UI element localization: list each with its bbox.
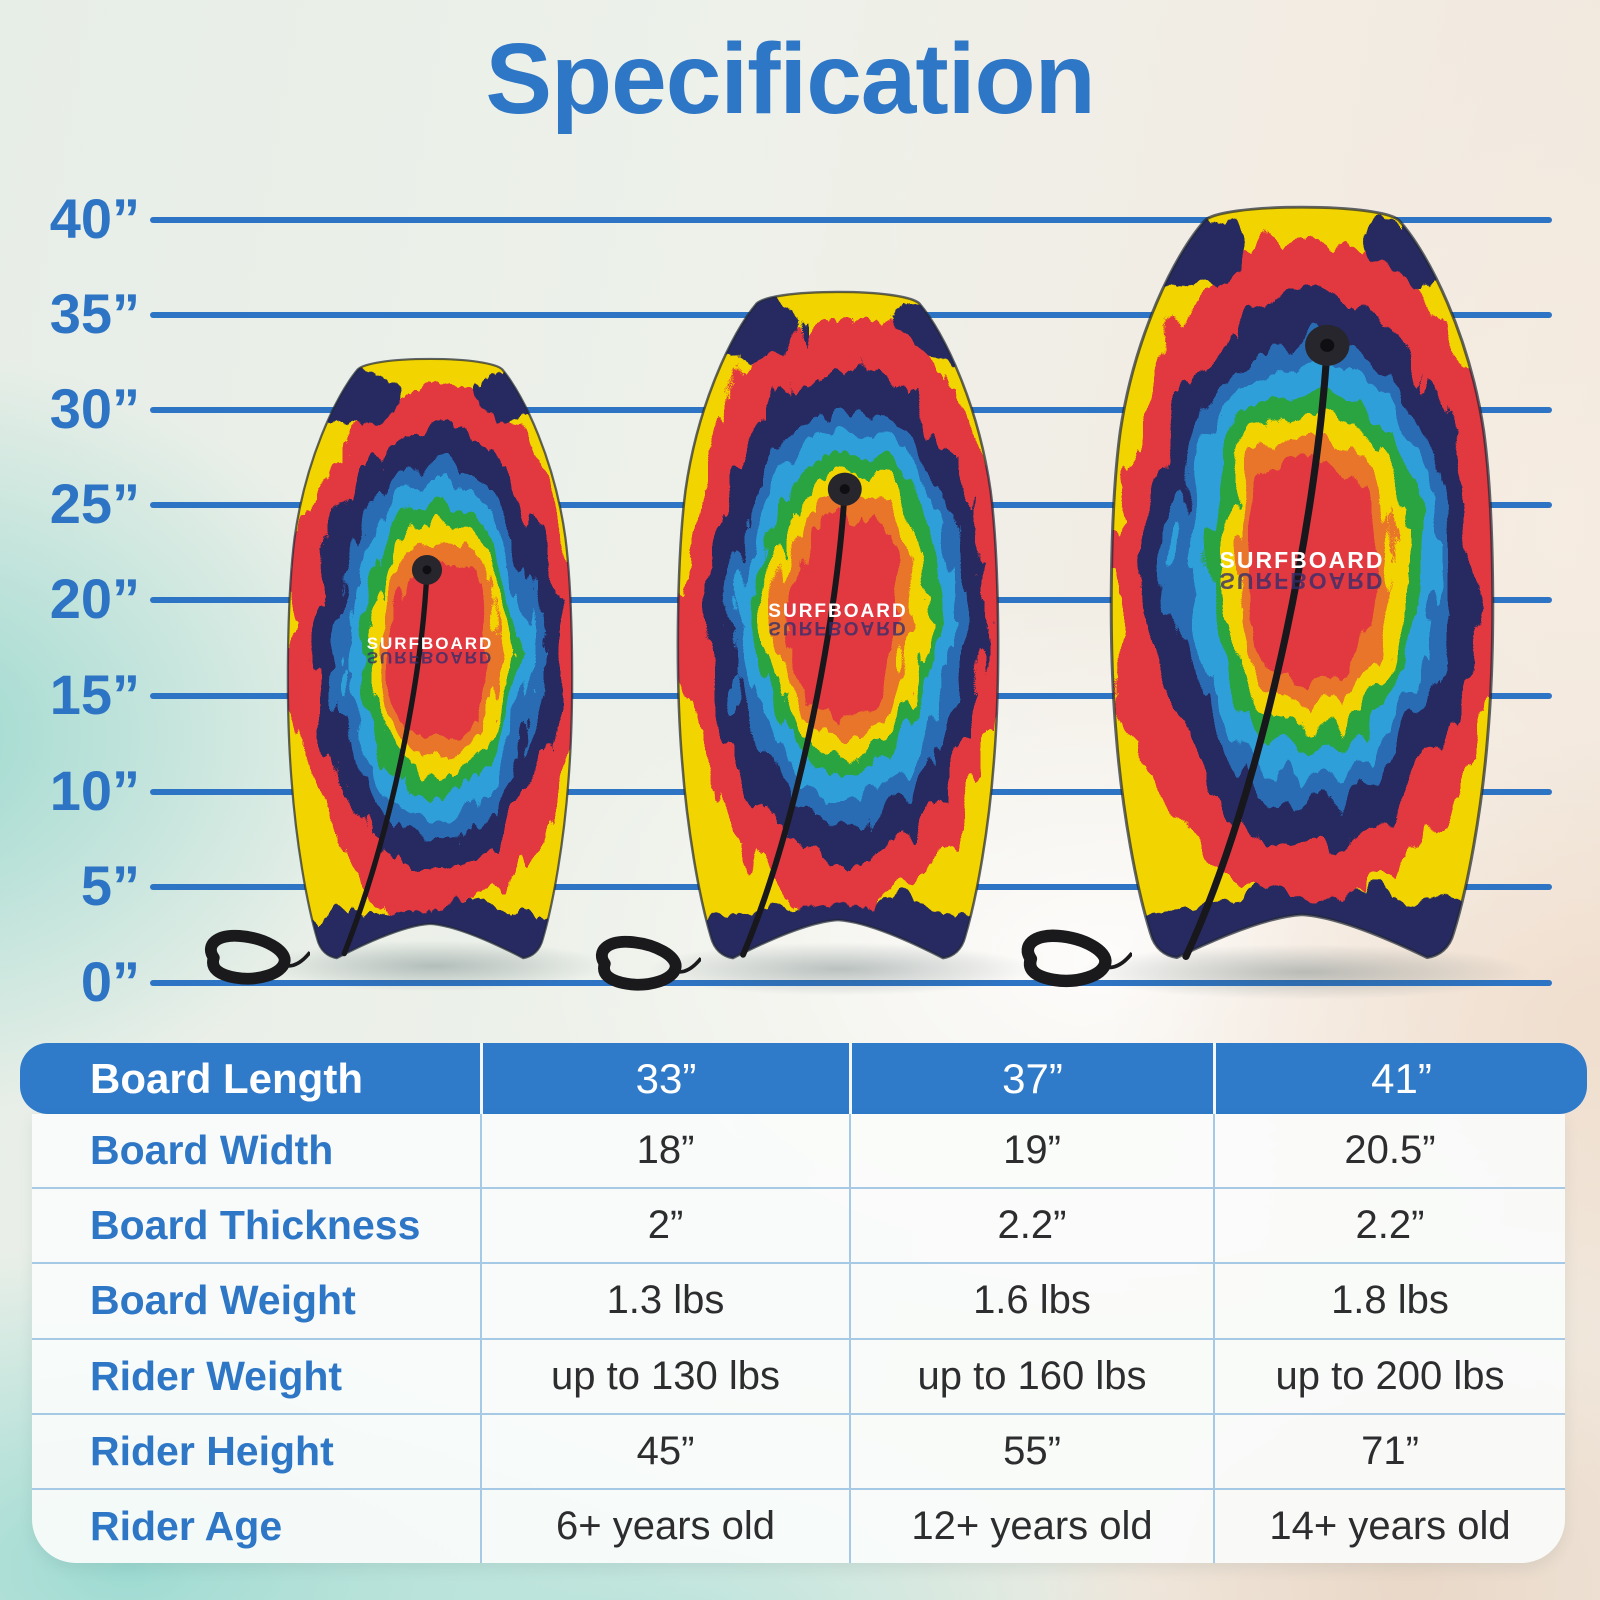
cell-value: 45” — [480, 1414, 849, 1488]
ruler-line — [150, 980, 1552, 986]
ruler-row: 0” — [0, 949, 1600, 1017]
spec-table-header: Board Length 33” 37” 41” — [20, 1043, 1587, 1114]
surfboard-logo-reflection: SURFBOARD — [768, 617, 908, 639]
row-label: Board Weight — [90, 1277, 356, 1324]
bodyboard-41in-graphic — [1109, 205, 1495, 960]
row-label: Rider Weight — [90, 1352, 343, 1399]
table-row-rider-weight: Rider Weight up to 130 lbs up to 160 lbs… — [32, 1337, 1565, 1413]
cell-value: 55” — [849, 1414, 1213, 1488]
header-size-33: 33” — [480, 1043, 849, 1114]
cell-value: up to 200 lbs — [1213, 1339, 1565, 1413]
surfboard-logo-text: SURFBOARD — [768, 601, 908, 623]
bodyboard-33in: SURFBOARD SURFBOARD — [272, 350, 588, 976]
bodyboard-37in-graphic — [676, 290, 1000, 960]
ruler-label-20: 20” — [49, 567, 140, 630]
row-label: Rider Age — [90, 1502, 283, 1549]
ruler-label-0: 0” — [80, 950, 140, 1013]
board-shadow — [260, 940, 610, 992]
bodyboard-37in: SURFBOARD SURFBOARD — [660, 282, 1016, 978]
table-row-board-width: Board Width 18” 19” 20.5” — [32, 1114, 1565, 1188]
cell-value: 2.2” — [849, 1189, 1213, 1263]
ruler-row: 40” — [0, 186, 1600, 254]
cell-value: 6+ years old — [480, 1489, 849, 1564]
cell-value: 18” — [480, 1114, 849, 1188]
wrist-strap — [1021, 929, 1132, 987]
bodyboard-41in: SURFBOARD SURFBOARD — [1090, 196, 1514, 980]
leash-cord — [740, 486, 848, 958]
ruler-label-40: 40” — [49, 187, 140, 250]
cell-value: 20.5” — [1213, 1114, 1565, 1188]
leash-cord — [341, 567, 430, 957]
surfboard-logo-text: SURFBOARD — [1219, 546, 1385, 573]
row-label: Rider Height — [90, 1427, 334, 1474]
spec-table-body: Board Width 18” 19” 20.5” Board Thicknes… — [32, 1114, 1565, 1564]
header-size-41: 41” — [1213, 1043, 1587, 1114]
cell-value: 1.6 lbs — [849, 1264, 1213, 1338]
ruler-label-10: 10” — [49, 759, 140, 822]
page-title: Specification — [485, 23, 1095, 135]
wrist-strap — [205, 929, 310, 985]
table-row-rider-height: Rider Height 45” 55” 71” — [32, 1412, 1565, 1488]
surfboard-logo-text: SURFBOARD — [366, 633, 494, 653]
table-row-board-thickness: Board Thickness 2” 2.2” 2.2” — [32, 1187, 1565, 1263]
cell-value: 14+ years old — [1213, 1489, 1565, 1564]
ruler-label-15: 15” — [49, 663, 140, 726]
surfboard-logo: SURFBOARD SURFBOARD — [272, 633, 588, 667]
surfboard-logo: SURFBOARD SURFBOARD — [660, 601, 1016, 639]
ruler-label-5: 5” — [80, 854, 140, 917]
surfboard-logo-reflection: SURFBOARD — [1219, 567, 1385, 594]
cell-value: up to 160 lbs — [849, 1339, 1213, 1413]
row-label: Board Thickness — [90, 1202, 421, 1249]
header-board-length: Board Length — [90, 1054, 363, 1102]
ruler-label-35: 35” — [49, 282, 140, 345]
ruler-line — [150, 217, 1552, 223]
cell-value: 19” — [849, 1114, 1213, 1188]
cell-value: 1.8 lbs — [1213, 1264, 1565, 1338]
board-shadow — [645, 942, 1035, 996]
wrist-strap — [596, 935, 701, 991]
bodyboard-33in-graphic — [286, 357, 574, 960]
board-shadow — [1075, 944, 1535, 1000]
surfboard-logo: SURFBOARD SURFBOARD — [1090, 546, 1514, 594]
cell-value: 12+ years old — [849, 1489, 1213, 1564]
header-size-37: 37” — [849, 1043, 1213, 1114]
table-row-board-weight: Board Weight 1.3 lbs 1.6 lbs 1.8 lbs — [32, 1262, 1565, 1338]
cell-value: up to 130 lbs — [480, 1339, 849, 1413]
ruler-label-25: 25” — [49, 472, 140, 535]
surfboard-logo-reflection: SURFBOARD — [366, 647, 494, 667]
cell-value: 2.2” — [1213, 1189, 1565, 1263]
leash-cord — [1182, 342, 1331, 960]
table-row-rider-age: Rider Age 6+ years old 12+ years old 14+… — [32, 1487, 1565, 1564]
ruler-label-30: 30” — [49, 377, 140, 440]
cell-value: 1.3 lbs — [480, 1264, 849, 1338]
row-label: Board Width — [90, 1127, 334, 1174]
cell-value: 2” — [480, 1189, 849, 1263]
cell-value: 71” — [1213, 1414, 1565, 1488]
